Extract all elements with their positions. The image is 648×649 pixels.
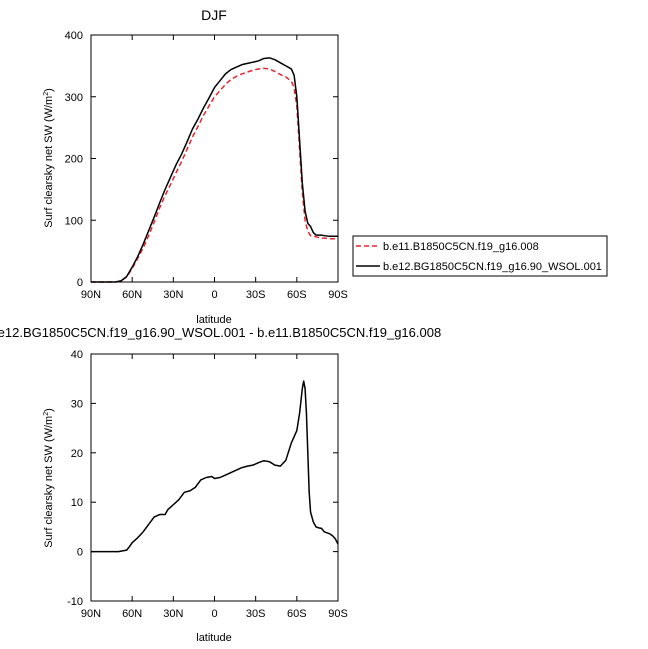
top-ylabel: Surf clearsky net SW (W/m2) xyxy=(43,88,55,228)
bottom-ytick-label-4: 30 xyxy=(71,398,83,410)
top-xtick-label-3: 0 xyxy=(211,289,217,301)
top-xtick-label-6: 90S xyxy=(328,289,348,301)
bottom-xtick-label-5: 60S xyxy=(287,608,307,620)
top-series xyxy=(91,57,339,283)
top-xtick-label-0: 90N xyxy=(81,289,101,301)
bottom-plot-frame xyxy=(90,353,339,602)
bottom-x-ticks: 90N 60N 30N 0 30S 60S 90S xyxy=(81,354,348,620)
top-series-line-1 xyxy=(91,57,338,283)
bottom-xtick-label-0: 90N xyxy=(81,608,101,620)
top-x-ticks: 90N 60N 30N 0 30S 60S 90S xyxy=(81,35,348,301)
bottom-ytick-label-2: 10 xyxy=(71,497,83,509)
top-ytick-label-2: 200 xyxy=(65,154,83,166)
top-ytick-label-0: 0 xyxy=(77,277,83,289)
bottom-ytick-label-3: 20 xyxy=(71,448,83,460)
bottom-panel: b.e12.BG1850C5CN.f19_g16.90_WSOL.001 - b… xyxy=(0,325,441,644)
top-ytick-label-3: 300 xyxy=(65,92,83,104)
bottom-ytick-label-1: 0 xyxy=(77,547,83,559)
bottom-xtick-label-4: 30S xyxy=(246,608,266,620)
legend-label-0: b.e11.B1850C5CN.f19_g16.008 xyxy=(383,241,539,253)
top-series-line-0 xyxy=(91,67,339,283)
bottom-xtick-label-3: 0 xyxy=(211,608,217,620)
top-ytick-label-1: 100 xyxy=(65,215,83,227)
top-ytick-label-4: 400 xyxy=(65,30,83,42)
top-plot-frame xyxy=(90,34,339,283)
bottom-ytick-label-5: 40 xyxy=(71,349,83,361)
bottom-series-line-0 xyxy=(91,380,339,553)
top-xlabel: latitude xyxy=(196,314,231,326)
top-panel: DJF Surf clearsky net SW (W/m2) latitude… xyxy=(43,7,608,326)
bottom-series xyxy=(91,380,339,553)
top-y-ticks: 0 100 200 300 400 xyxy=(65,30,338,289)
bottom-title: b.e12.BG1850C5CN.f19_g16.90_WSOL.001 - b… xyxy=(0,325,441,340)
bottom-ylabel: Surf clearsky net SW (W/m2) xyxy=(43,408,55,548)
top-xtick-label-5: 60S xyxy=(287,289,307,301)
top-xtick-label-4: 30S xyxy=(246,289,266,301)
bottom-xtick-label-1: 60N xyxy=(122,608,142,620)
top-title: DJF xyxy=(201,7,227,23)
legend-label-1: b.e12.BG1850C5CN.f19_g16.90_WSOL.001 xyxy=(383,261,602,273)
bottom-xtick-label-6: 90S xyxy=(328,608,348,620)
top-xtick-label-1: 60N xyxy=(122,289,142,301)
legend-box xyxy=(352,235,608,277)
legend: b.e11.B1850C5CN.f19_g16.008 b.e12.BG1850… xyxy=(352,235,608,277)
bottom-ytick-label-0: -10 xyxy=(67,596,83,608)
top-xtick-label-2: 30N xyxy=(163,289,183,301)
bottom-xlabel: latitude xyxy=(196,632,231,644)
bottom-xtick-label-2: 30N xyxy=(163,608,183,620)
